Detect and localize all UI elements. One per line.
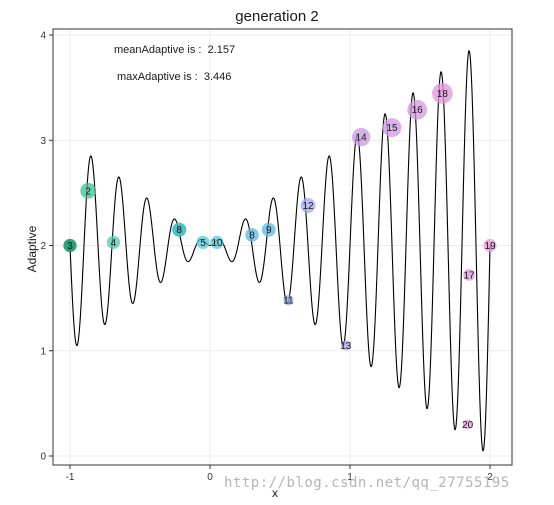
population-point: [432, 83, 453, 104]
y-tick-label: 2: [40, 241, 46, 252]
fitness-curve: [69, 50, 491, 452]
population-point: [407, 99, 428, 120]
y-axis-label: Adaptive: [25, 225, 39, 273]
population-point: [382, 118, 402, 138]
mean-adaptive-annotation: meanAdaptive is : 2.157: [114, 44, 235, 56]
watermark: http://blog.csdn.net/qq_27755195: [224, 475, 510, 491]
population-points: 1234568981011121314151617181920: [63, 83, 497, 431]
max-adaptive-annotation: maxAdaptive is : 3.446: [117, 71, 231, 83]
population-point: [80, 182, 97, 199]
max-adaptive-label: maxAdaptive is :: [117, 71, 198, 83]
point-label: 18: [437, 89, 449, 100]
population-point: [172, 222, 187, 237]
plot-panel-border: [52, 28, 513, 466]
point-label: 19: [484, 241, 496, 252]
population-point: [463, 269, 475, 281]
point-label: 15: [386, 123, 398, 134]
population-point: [63, 238, 77, 253]
point-label: 8: [176, 225, 182, 236]
max-adaptive-value: 3.446: [203, 71, 232, 83]
point-label: 16: [412, 105, 424, 116]
y-tick-label: 3: [40, 136, 46, 147]
population-point: [462, 419, 473, 430]
population-point: [196, 235, 210, 249]
grid-lines: [53, 29, 512, 465]
population-point: [340, 340, 351, 351]
population-point: [261, 222, 276, 237]
x-tick-label: 0: [207, 472, 213, 483]
y-tick-label: 1: [40, 346, 46, 357]
point-label: 9: [266, 225, 272, 236]
x-tick-label: 2: [487, 472, 493, 483]
population-point: [210, 235, 224, 249]
mean-adaptive-label: meanAdaptive is :: [114, 44, 202, 56]
x-axis-label: x: [272, 486, 278, 500]
point-label: 12: [302, 201, 314, 212]
point-label: 10: [211, 238, 223, 249]
point-label: 8: [249, 230, 255, 241]
point-label: 13: [340, 341, 352, 352]
chart-title: generation 2: [235, 8, 319, 25]
population-point: [106, 235, 120, 249]
mean-adaptive-value: 2.157: [207, 44, 236, 56]
point-label: 17: [463, 270, 475, 281]
point-label: 3: [67, 241, 73, 252]
x-tick-label: -1: [66, 472, 75, 483]
point-label: 14: [356, 133, 368, 144]
point-label: 5: [200, 238, 206, 249]
point-label: 11: [283, 296, 294, 307]
population-point: [283, 295, 294, 306]
population-point: [352, 127, 371, 147]
x-tick-label: 1: [347, 472, 353, 483]
y-tick-label: 4: [40, 31, 46, 42]
population-point: [300, 198, 316, 214]
point-label: 2: [85, 186, 91, 197]
y-tick-label: 0: [40, 452, 46, 463]
point-label: 4: [111, 238, 117, 249]
population-point: [245, 228, 259, 242]
population-point: [483, 238, 497, 253]
point-label: 20: [462, 420, 474, 431]
